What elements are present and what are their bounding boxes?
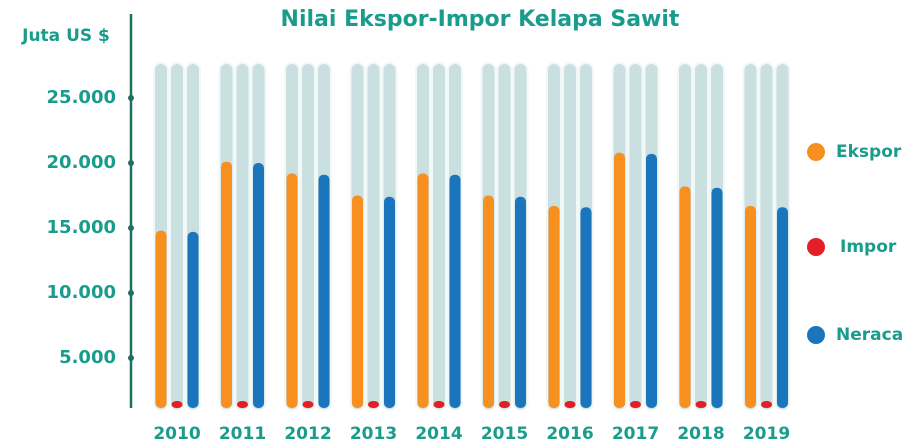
- chart-title: Nilai Ekspor-Impor Kelapa Sawit: [281, 7, 680, 32]
- x-tick-label: 2012: [284, 424, 331, 444]
- y-axis-label: Juta US $: [21, 26, 110, 46]
- bar: [171, 401, 183, 408]
- bar: [548, 205, 560, 408]
- legend-marker: [807, 143, 825, 161]
- legend-label: Neraca: [836, 325, 903, 345]
- x-tick-label: 2016: [546, 424, 593, 444]
- bar: [286, 173, 298, 408]
- bar: [745, 205, 756, 408]
- legend-marker: [807, 326, 825, 344]
- bar: [318, 174, 330, 408]
- bar: [155, 230, 167, 408]
- bar: [384, 196, 395, 408]
- bar: [646, 153, 657, 408]
- track: [169, 62, 185, 411]
- x-tick-label: 2017: [612, 424, 659, 444]
- bar: [433, 401, 445, 408]
- bar: [483, 195, 494, 408]
- track: [693, 62, 709, 411]
- track: [234, 62, 251, 411]
- y-tick: [128, 225, 134, 231]
- bar: [449, 174, 461, 408]
- bar: [417, 173, 429, 408]
- x-tick-label: 2011: [219, 424, 266, 444]
- bar: [499, 401, 510, 408]
- bar: [695, 401, 707, 408]
- legend-label: Impor: [840, 237, 897, 257]
- bar: [630, 401, 641, 408]
- bar: [679, 186, 691, 408]
- bar: [515, 196, 526, 408]
- legend-marker: [807, 238, 825, 256]
- y-tick-label: 15.000: [47, 217, 116, 238]
- x-tick-label: 2010: [153, 424, 200, 444]
- y-tick: [128, 95, 134, 101]
- y-tick-label: 25.000: [47, 87, 116, 108]
- y-tick-label: 10.000: [47, 282, 116, 303]
- track: [562, 62, 578, 411]
- bar: [614, 152, 625, 408]
- y-tick: [128, 290, 134, 296]
- x-tick-label: 2018: [677, 424, 724, 444]
- x-tick-label: 2019: [743, 424, 790, 444]
- x-tick-label: 2013: [350, 424, 397, 444]
- y-tick: [128, 160, 134, 166]
- legend-label: Ekspor: [836, 142, 902, 162]
- y-tick-label: 20.000: [47, 152, 116, 173]
- track: [300, 62, 316, 411]
- y-tick: [128, 355, 134, 361]
- bar: [253, 163, 264, 408]
- track: [431, 62, 447, 411]
- bar: [777, 207, 788, 408]
- bar: [564, 401, 576, 408]
- y-tick-label: 5.000: [59, 347, 116, 368]
- bar: [352, 195, 363, 408]
- bar: [221, 161, 232, 408]
- bar: [368, 401, 379, 408]
- x-tick-label: 2015: [481, 424, 528, 444]
- x-tick-label: 2014: [415, 424, 462, 444]
- track: [365, 62, 382, 411]
- track: [627, 62, 644, 411]
- bar: [302, 401, 314, 408]
- bar: [761, 401, 772, 408]
- bar: [187, 231, 199, 408]
- bar: [711, 187, 723, 408]
- bar: [580, 207, 592, 408]
- track: [758, 62, 775, 411]
- track: [496, 62, 513, 411]
- bar: [237, 401, 248, 408]
